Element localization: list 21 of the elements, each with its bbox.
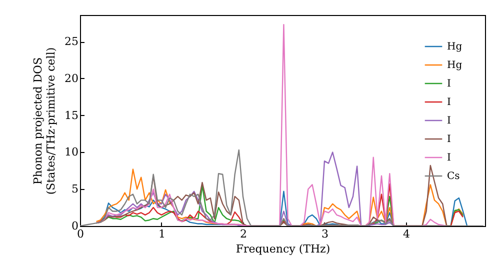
x-tick-label: 4 [402, 228, 410, 240]
legend-label: I [447, 152, 451, 164]
legend-label: I [447, 134, 451, 145]
y-tick-label: 0 [72, 220, 78, 232]
x-tick-label: 3 [321, 228, 328, 240]
legend-label: Cs [447, 171, 460, 182]
legend-label: I [447, 97, 451, 108]
legend-label: I [447, 78, 451, 90]
line-series [80, 149, 484, 226]
y-tick-label: 25 [64, 35, 78, 48]
y-tick-label: 5 [72, 182, 78, 196]
legend-label: Hg [447, 60, 463, 71]
y-tick-label: 10 [64, 146, 78, 159]
y-tick-label: 15 [64, 108, 78, 122]
y-tick-label: 20 [64, 72, 78, 85]
x-tick-label: 1 [158, 228, 166, 240]
legend-label: I [447, 116, 451, 126]
legend-label: Hg [447, 42, 463, 52]
x-axis-title: Frequency (THz) [236, 242, 330, 256]
y-axis-title: Phonon projected DOS (States/THz·primitive cell) [32, 47, 58, 195]
x-tick-label: 2 [240, 228, 247, 240]
